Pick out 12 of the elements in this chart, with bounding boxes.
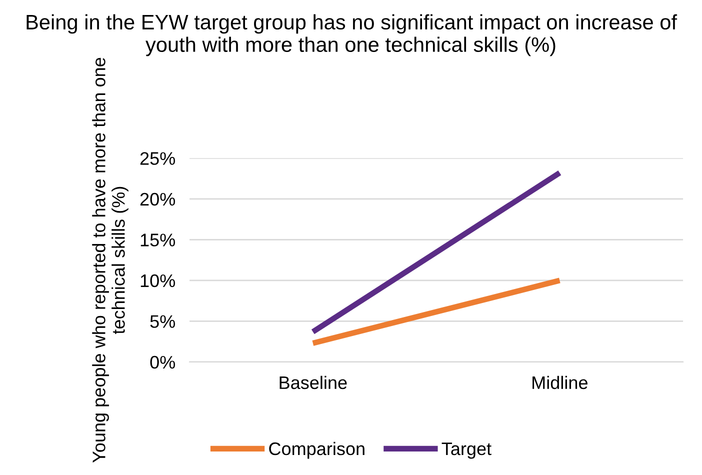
y-tick-label: 0%	[150, 356, 176, 369]
x-tick-label: Baseline	[280, 376, 347, 390]
y-tick-label: 15%	[140, 234, 176, 246]
y-tick-label: 5%	[150, 315, 176, 328]
chart-title: Being in the EYW target group has no significant impact on increase of youth with more than one technical skills (%)	[26, 14, 678, 56]
legend-label: Target	[442, 442, 492, 459]
y-tick-label: 20%	[140, 192, 176, 206]
y-tick-label: 25%	[140, 152, 176, 165]
x-tick-label: Midline	[532, 376, 588, 390]
y-tick-label: 10%	[140, 274, 176, 288]
y-axis-title: Young people who reported to have more than one technical skills (%)	[92, 58, 128, 463]
legend-label: Comparison	[269, 442, 364, 459]
